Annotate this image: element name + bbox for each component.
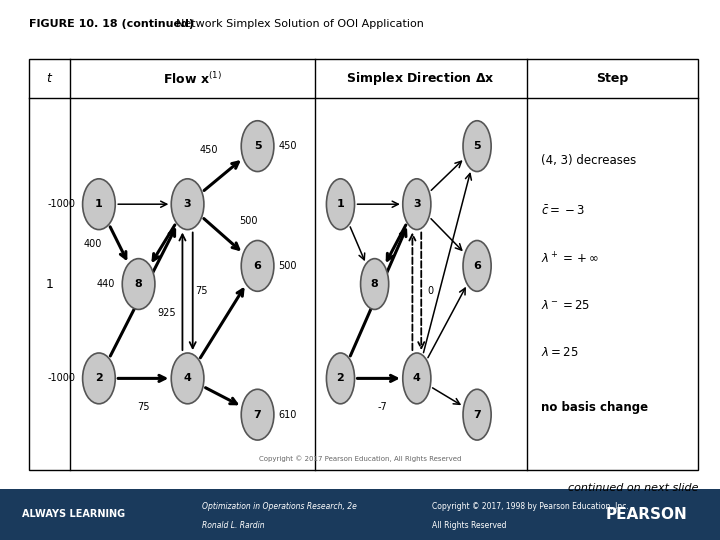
Text: Simplex Direction $\mathbf{\Delta x}$: Simplex Direction $\mathbf{\Delta x}$ [346, 70, 495, 87]
Circle shape [463, 121, 491, 172]
Text: PEARSON: PEARSON [606, 507, 688, 522]
Bar [29, 59, 698, 470]
Text: 400: 400 [84, 239, 102, 249]
Text: 2: 2 [95, 373, 103, 383]
Bar [0, 489, 720, 540]
Circle shape [326, 353, 354, 404]
Text: 500: 500 [279, 261, 297, 271]
Circle shape [463, 240, 491, 291]
Text: $t$: $t$ [45, 72, 53, 85]
Text: 4: 4 [413, 373, 420, 383]
Text: FIGURE 10. 18 (continued): FIGURE 10. 18 (continued) [29, 19, 194, 29]
Circle shape [326, 179, 354, 230]
Text: 3: 3 [184, 199, 192, 209]
Text: All Rights Reserved: All Rights Reserved [432, 521, 506, 530]
Text: Network Simplex Solution of OOI Application: Network Simplex Solution of OOI Applicat… [176, 19, 424, 29]
Circle shape [241, 240, 274, 291]
Text: Ronald L. Rardin: Ronald L. Rardin [202, 521, 264, 530]
Text: +4: +4 [407, 214, 421, 224]
Text: (4, 3) decreases: (4, 3) decreases [541, 154, 636, 167]
Circle shape [83, 179, 115, 230]
Text: Step: Step [597, 72, 629, 85]
Circle shape [402, 353, 431, 404]
Text: 7: 7 [253, 410, 261, 420]
Text: 925: 925 [157, 308, 176, 318]
Text: 450: 450 [279, 141, 297, 151]
Text: 440: 440 [97, 279, 115, 289]
Text: 450: 450 [199, 145, 218, 155]
Text: 8: 8 [135, 279, 143, 289]
Text: Optimization in Operations Research, 2e: Optimization in Operations Research, 2e [202, 502, 356, 511]
Text: 6: 6 [473, 261, 481, 271]
Circle shape [361, 259, 389, 309]
Circle shape [402, 179, 431, 230]
Text: 560: 560 [175, 214, 194, 224]
Text: 610: 610 [279, 410, 297, 420]
Circle shape [241, 121, 274, 172]
Text: -7: -7 [378, 402, 387, 413]
Circle shape [241, 389, 274, 440]
Circle shape [171, 179, 204, 230]
Text: 3: 3 [413, 199, 420, 209]
Text: 4: 4 [184, 373, 192, 383]
Text: Flow $\mathbf{x}^{(1)}$: Flow $\mathbf{x}^{(1)}$ [163, 71, 222, 87]
Text: -1000: -1000 [48, 199, 76, 209]
Text: Copyright © 2017 Pearson Education, All Rights Reserved: Copyright © 2017 Pearson Education, All … [258, 455, 462, 462]
Text: Copyright © 2017, 1998 by Pearson Education, Inc.: Copyright © 2017, 1998 by Pearson Educat… [432, 502, 629, 511]
Text: $\lambda^- = 25$: $\lambda^- = 25$ [541, 299, 590, 312]
Text: $\lambda^+ = +\infty$: $\lambda^+ = +\infty$ [541, 251, 599, 266]
Text: 5: 5 [473, 141, 481, 151]
Circle shape [83, 353, 115, 404]
Text: 8: 8 [371, 279, 379, 289]
Text: 75: 75 [137, 402, 150, 413]
Text: 75: 75 [195, 286, 208, 296]
Text: no basis change: no basis change [541, 401, 648, 414]
Text: 1: 1 [337, 199, 344, 209]
Text: $\lambda = 25$: $\lambda = 25$ [541, 347, 579, 360]
Text: 500: 500 [239, 215, 258, 226]
Text: 7: 7 [473, 410, 481, 420]
Text: ALWAYS LEARNING: ALWAYS LEARNING [22, 509, 125, 519]
Text: 0: 0 [428, 286, 434, 296]
Circle shape [463, 389, 491, 440]
Text: $\bar{c} = -3$: $\bar{c} = -3$ [541, 205, 585, 218]
Circle shape [171, 353, 204, 404]
Circle shape [122, 259, 155, 309]
Text: continued on next slide: continued on next slide [568, 483, 698, 494]
Text: -1000: -1000 [48, 373, 76, 383]
Text: 6: 6 [253, 261, 261, 271]
Text: 5: 5 [253, 141, 261, 151]
Text: 1: 1 [95, 199, 103, 209]
Text: 1: 1 [45, 278, 53, 291]
Text: 2: 2 [337, 373, 344, 383]
